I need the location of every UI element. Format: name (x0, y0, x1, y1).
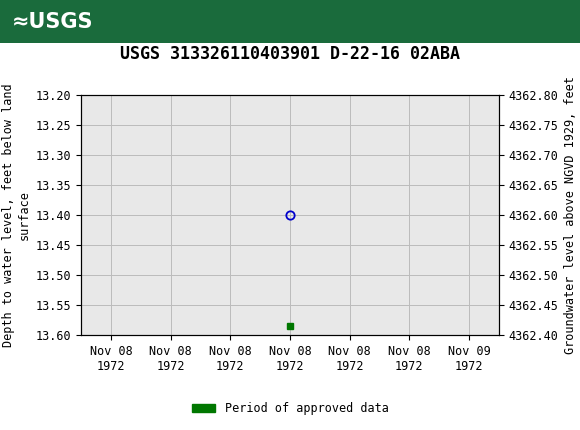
Y-axis label: Depth to water level, feet below land
surface: Depth to water level, feet below land su… (2, 83, 30, 347)
Text: ≈USGS: ≈USGS (12, 12, 93, 31)
Y-axis label: Groundwater level above NGVD 1929, feet: Groundwater level above NGVD 1929, feet (564, 76, 577, 354)
Legend: Period of approved data: Period of approved data (187, 397, 393, 420)
Text: USGS 313326110403901 D-22-16 02ABA: USGS 313326110403901 D-22-16 02ABA (120, 45, 460, 63)
